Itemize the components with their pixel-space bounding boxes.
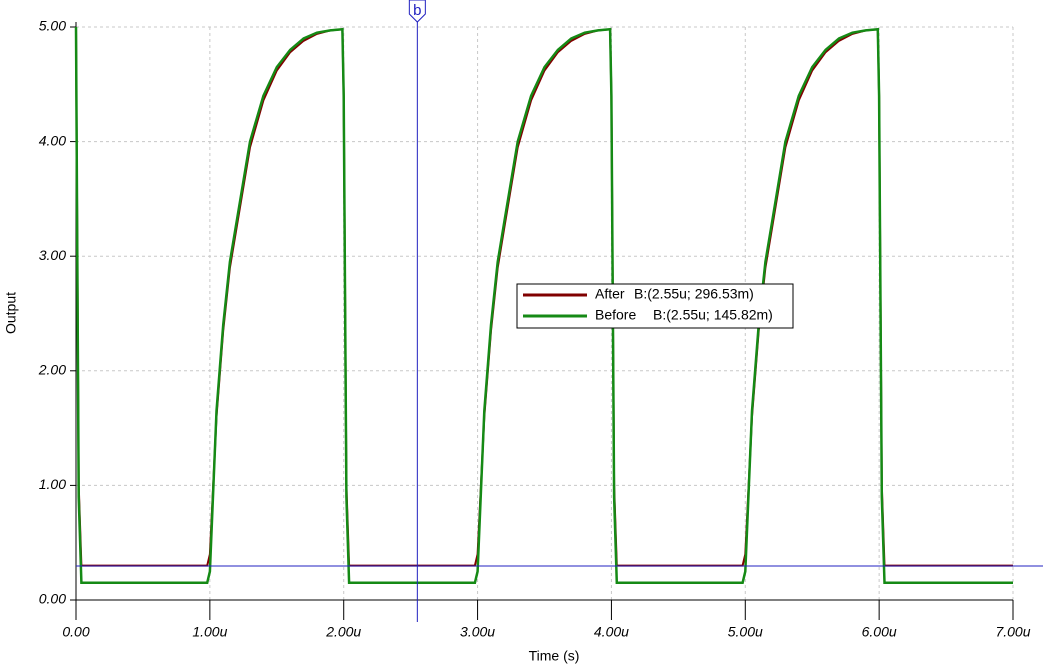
- x-axis-label: Time (s): [529, 648, 580, 664]
- cursor-marker: [408, 0, 426, 23]
- y-tick-label: 0.00: [39, 591, 66, 607]
- x-tick-label: 0.00: [62, 624, 89, 640]
- y-axis-label: Output: [3, 292, 19, 334]
- legend-label: Before: [595, 307, 636, 323]
- x-tick-label: 4.00u: [594, 624, 629, 640]
- legend-label: After: [595, 286, 625, 302]
- x-tick-label: 5.00u: [728, 624, 763, 640]
- y-tick-label: 3.00: [39, 247, 66, 263]
- cursor-label: b: [413, 2, 421, 19]
- x-tick-label: 3.00u: [460, 624, 495, 640]
- x-tick-label: 1.00u: [192, 624, 227, 640]
- legend-box: [516, 283, 794, 329]
- x-tick-label: 6.00u: [862, 624, 897, 640]
- x-tick-label: 7.00u: [995, 624, 1030, 640]
- legend-reading: B:(2.55u; 145.82m): [653, 307, 773, 323]
- y-tick-label: 1.00: [39, 476, 66, 492]
- legend-reading: B:(2.55u; 296.53m): [634, 286, 754, 302]
- y-tick-label: 4.00: [39, 132, 66, 148]
- y-tick-label: 5.00: [39, 18, 66, 34]
- series-line: [74, 26, 1013, 585]
- y-tick-label: 2.00: [38, 362, 66, 378]
- x-tick-label: 2.00u: [325, 624, 361, 640]
